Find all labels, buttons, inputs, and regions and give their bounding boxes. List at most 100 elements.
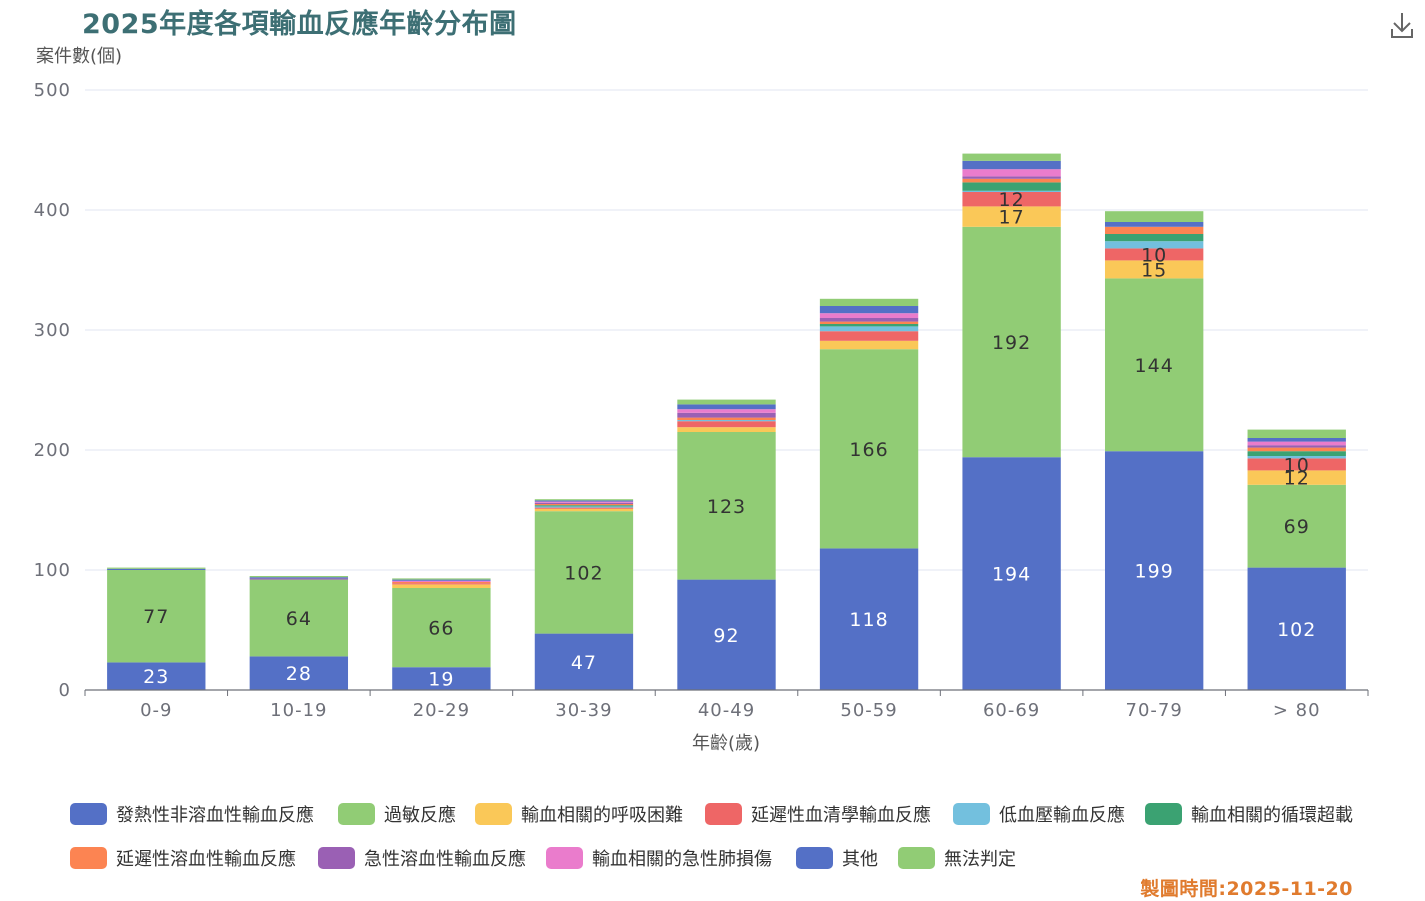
data-label: 17 bbox=[999, 207, 1025, 229]
bar-segment[interactable] bbox=[677, 432, 776, 580]
legend-item[interactable]: 延遲性溶血性輸血反應 bbox=[70, 844, 296, 872]
bar-segment[interactable] bbox=[1247, 470, 1346, 485]
bar-segment[interactable] bbox=[819, 331, 919, 341]
bar-segment[interactable] bbox=[392, 580, 491, 582]
bar-segment[interactable] bbox=[534, 504, 634, 506]
bar-segment[interactable] bbox=[1104, 260, 1204, 279]
bar-segment[interactable] bbox=[819, 548, 919, 690]
bar-segment[interactable] bbox=[677, 420, 776, 422]
bar-segment[interactable] bbox=[1247, 447, 1346, 452]
x-axis-label: 年齡(歲) bbox=[692, 733, 760, 754]
bar-segment[interactable] bbox=[392, 588, 491, 668]
bar-segment[interactable] bbox=[392, 667, 491, 690]
bar-segment[interactable] bbox=[392, 583, 491, 585]
bar-segment[interactable] bbox=[107, 570, 206, 663]
bar-segment[interactable] bbox=[962, 190, 1061, 192]
bar-segment[interactable] bbox=[534, 633, 634, 690]
bar-segment[interactable] bbox=[107, 662, 206, 690]
bar-segment[interactable] bbox=[249, 577, 349, 579]
bar-segment[interactable] bbox=[677, 409, 776, 413]
bar-segment[interactable] bbox=[1247, 429, 1346, 438]
bar-segment[interactable] bbox=[534, 502, 634, 504]
bar-segment[interactable] bbox=[819, 298, 919, 306]
bar-segment[interactable] bbox=[1247, 458, 1346, 471]
bar-segment[interactable] bbox=[1104, 248, 1204, 261]
bar-segment[interactable] bbox=[677, 412, 776, 418]
bar-segment[interactable] bbox=[1104, 226, 1204, 234]
bar-segment[interactable] bbox=[962, 153, 1061, 161]
bar-segment[interactable] bbox=[962, 206, 1061, 227]
bar-segment[interactable] bbox=[962, 160, 1061, 170]
bar-segment[interactable] bbox=[107, 567, 206, 569]
bar-segment[interactable] bbox=[819, 349, 919, 549]
legend-item[interactable]: 無法判定 bbox=[898, 844, 1016, 872]
bar-segment[interactable] bbox=[534, 505, 634, 507]
bar-segment[interactable] bbox=[392, 579, 491, 581]
bar-segment[interactable] bbox=[677, 404, 776, 410]
bar-segment[interactable] bbox=[962, 457, 1061, 690]
legend-swatch bbox=[898, 847, 935, 869]
data-label: 19 bbox=[428, 669, 454, 691]
bar-segment[interactable] bbox=[249, 656, 349, 690]
bar-segment[interactable] bbox=[534, 508, 634, 512]
legend-item[interactable]: 輸血相關的急性肺損傷 bbox=[546, 844, 772, 872]
bar-segment[interactable] bbox=[1247, 445, 1346, 448]
legend-item[interactable]: 輸血相關的循環超載 bbox=[1145, 800, 1353, 828]
bar-segment[interactable] bbox=[1247, 567, 1346, 690]
legend-item[interactable]: 延遲性血清學輸血反應 bbox=[705, 800, 931, 828]
bar-segment[interactable] bbox=[534, 506, 634, 508]
bar-segment[interactable] bbox=[1247, 441, 1346, 446]
bar-segment[interactable] bbox=[677, 579, 776, 690]
bar-segment[interactable] bbox=[1247, 451, 1346, 456]
bar-segment[interactable] bbox=[1104, 241, 1204, 249]
bar-segment[interactable] bbox=[677, 417, 776, 420]
bar-segment[interactable] bbox=[677, 427, 776, 432]
bar-segment[interactable] bbox=[819, 324, 919, 327]
x-tick-label: 30-39 bbox=[555, 700, 612, 721]
bar-segment[interactable] bbox=[249, 576, 349, 578]
bar-segment[interactable] bbox=[962, 226, 1061, 458]
legend-item[interactable]: 其他 bbox=[796, 844, 878, 872]
bar-segment[interactable] bbox=[819, 321, 919, 324]
bar-segment[interactable] bbox=[819, 306, 919, 314]
legend-item[interactable]: 急性溶血性輸血反應 bbox=[318, 844, 526, 872]
bar-segment[interactable] bbox=[534, 511, 634, 634]
bar-segment[interactable] bbox=[819, 340, 919, 350]
bar-segment[interactable] bbox=[819, 318, 919, 322]
bar-segment[interactable] bbox=[249, 579, 349, 657]
bar-segment[interactable] bbox=[1247, 438, 1346, 442]
y-tick-label: 400 bbox=[34, 200, 71, 221]
bar-segment[interactable] bbox=[962, 182, 1061, 191]
bar-segment[interactable] bbox=[1247, 484, 1346, 568]
bar-segment[interactable] bbox=[962, 178, 1061, 183]
bar-segment[interactable] bbox=[1104, 234, 1204, 242]
bar-segment[interactable] bbox=[534, 507, 634, 509]
bar-segment[interactable] bbox=[1104, 278, 1204, 452]
legend-item[interactable]: 低血壓輸血反應 bbox=[953, 800, 1125, 828]
bar-segment[interactable] bbox=[534, 500, 634, 502]
bar-segment[interactable] bbox=[1104, 211, 1204, 222]
bar-segment[interactable] bbox=[534, 501, 634, 503]
bar-segment[interactable] bbox=[819, 326, 919, 332]
bar-segment[interactable] bbox=[677, 399, 776, 405]
bar-segment[interactable] bbox=[392, 584, 491, 588]
legend-item[interactable]: 輸血相關的呼吸困難 bbox=[475, 800, 683, 828]
download-icon[interactable] bbox=[1389, 10, 1415, 40]
bar-segment[interactable] bbox=[107, 568, 206, 570]
bar-segment[interactable] bbox=[534, 499, 634, 501]
bar-segment[interactable] bbox=[962, 169, 1061, 177]
legend-item[interactable]: 過敏反應 bbox=[338, 800, 456, 828]
bar-segment[interactable] bbox=[1247, 456, 1346, 459]
bar-segment[interactable] bbox=[677, 421, 776, 428]
bar-segment[interactable] bbox=[1104, 222, 1204, 227]
bar-segment[interactable] bbox=[249, 578, 349, 580]
bar-segment[interactable] bbox=[1104, 451, 1204, 690]
legend-label: 發熱性非溶血性輸血反應 bbox=[116, 805, 314, 826]
bar-segment[interactable] bbox=[392, 582, 491, 584]
legend-item[interactable]: 發熱性非溶血性輸血反應 bbox=[70, 800, 314, 828]
download-icon-glyph bbox=[1391, 13, 1413, 38]
bar-segment[interactable] bbox=[962, 192, 1061, 207]
bar-segment[interactable] bbox=[392, 578, 491, 580]
bar-segment[interactable] bbox=[962, 176, 1061, 179]
bar-segment[interactable] bbox=[819, 313, 919, 318]
